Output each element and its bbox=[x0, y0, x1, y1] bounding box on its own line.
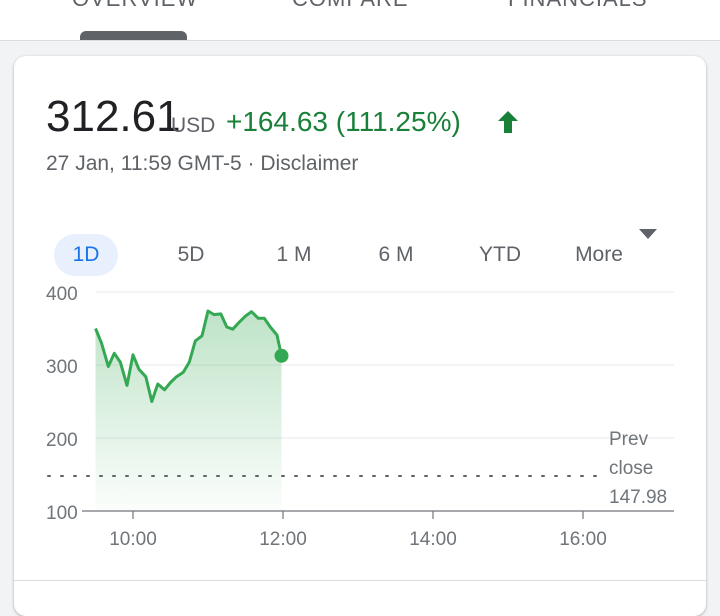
card-footer-divider bbox=[14, 580, 706, 581]
range-more[interactable]: More bbox=[575, 243, 623, 266]
disclaimer-link[interactable]: Disclaimer bbox=[260, 152, 359, 175]
meta-separator: · bbox=[241, 152, 261, 175]
stock-quote-card: 312.61 USD +164.63 (111.25%) 27 Jan, 11:… bbox=[14, 56, 706, 616]
range-1d[interactable]: 1D bbox=[54, 234, 118, 276]
arrow-up-icon bbox=[498, 111, 518, 133]
price-change: +164.63 (111.25%) bbox=[226, 106, 461, 137]
currency-label: USD bbox=[171, 114, 216, 137]
range-5d[interactable]: 5D bbox=[177, 243, 205, 266]
active-tab-indicator bbox=[80, 31, 187, 40]
range-ytd[interactable]: YTD bbox=[479, 243, 521, 266]
range-1m[interactable]: 1 M bbox=[276, 243, 312, 266]
quote-meta: 27 Jan, 11:59 GMT-5 · Disclaimer bbox=[46, 152, 358, 176]
quote-timestamp: 27 Jan, 11:59 GMT-5 bbox=[46, 152, 242, 175]
tab-compare[interactable]: Compare bbox=[292, 0, 409, 12]
tab-financials[interactable]: Financials bbox=[508, 0, 648, 12]
chevron-down-icon[interactable] bbox=[638, 228, 658, 240]
tab-bar: Overview Compare Financials bbox=[0, 0, 720, 41]
range-6m[interactable]: 6 M bbox=[378, 243, 414, 266]
tab-overview[interactable]: Overview bbox=[72, 0, 198, 12]
current-price: 312.61 bbox=[46, 92, 181, 141]
